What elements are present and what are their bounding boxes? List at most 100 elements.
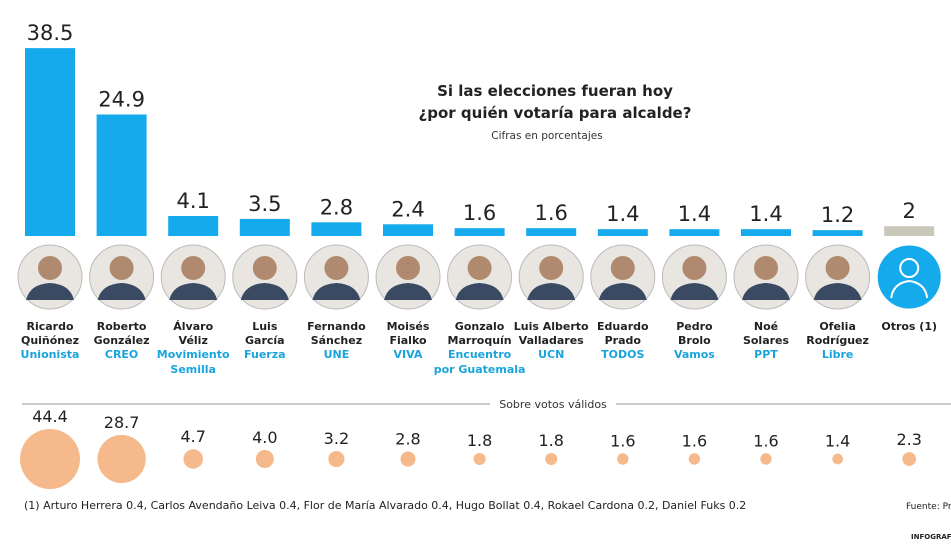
candidate-photo-face [539,256,564,280]
candidate-first-name: Noé [754,320,778,333]
party-label: Encuentro [448,348,512,361]
valid-votes-label: 1.8 [538,431,563,450]
valid-votes-label: 2.8 [395,429,420,448]
candidate-photo-body [455,283,504,300]
bar-value-label: 1.4 [606,202,639,226]
candidate-last-name: Prado [605,334,642,347]
candidate-last-name: Quiñónez [21,334,79,347]
bar [812,230,863,236]
bar [454,228,505,236]
candidate-first-name: Moisés [387,320,430,333]
valid-votes-bubble [328,450,345,468]
candidate-first-name: Luis Alberto [514,320,589,333]
valid-votes-label: 1.6 [753,431,778,450]
bar [311,222,362,236]
candidate-photo-face [109,256,134,280]
party-label: Fuerza [244,348,286,361]
party-label: Vamos [674,348,715,361]
party-label: Movimiento [157,348,230,361]
bar [25,48,75,237]
valid-votes-bubble [688,453,701,465]
bar-value-label: 1.2 [821,203,854,227]
bar-value-label: 1.4 [749,202,782,226]
candidate-photo-body [598,283,647,300]
person-icon-body [890,279,929,299]
bar [168,215,219,236]
valid-votes-label: 4.7 [180,427,205,446]
candidate-last-name: García [245,334,285,347]
chart-title-line-2: ¿por quién votaría para alcalde? [419,104,692,122]
valid-votes-bubble [832,453,843,465]
party-label: Unionista [21,348,80,361]
candidate-last-name: Marroquín [448,334,512,347]
candidate-photo-face [38,256,62,280]
valid-votes-bubble [20,429,80,489]
party-label: Semilla [170,363,216,376]
bar-value-label: 24.9 [98,87,145,111]
candidate-last-name: Sánchez [311,334,362,347]
candidate-photo-face [324,256,349,280]
party-label: UNE [324,348,350,361]
bar-value-label: 4.1 [176,189,209,213]
valid-votes-bubble [400,451,416,467]
valid-votes-label: 44.4 [32,407,68,426]
candidate-photo-body [742,283,790,300]
candidate-last-name: Fialko [389,334,426,347]
valid-votes-bubble [760,453,772,465]
bar-value-label: 3.5 [248,192,281,216]
valid-votes-bubble [617,453,629,465]
candidate-photo-face [682,256,707,280]
bar [597,229,648,236]
valid-votes-label: 3.2 [324,429,349,448]
party-label: TODOS [601,348,644,361]
candidate-last-name: Valladares [519,334,584,347]
candidate-first-name: Eduardo [597,320,649,333]
bar-value-label: 38.5 [27,21,74,45]
bar [669,229,720,236]
party-label: PPT [754,348,778,361]
bar [741,229,791,236]
valid-votes-label: 4.0 [252,428,277,447]
valid-votes-label: 1.6 [682,431,707,450]
candidate-last-name: Solares [743,334,790,347]
candidate-first-name: Álvaro [173,320,213,333]
candidate-photo-face [252,256,277,280]
person-icon-head [899,258,920,278]
bar [239,218,290,236]
party-label: VIVA [394,348,423,361]
candidate-last-name: González [94,334,150,347]
valid-votes-label: 1.4 [825,432,850,451]
candidate-photo-face [181,256,206,280]
candidate-photo-face [396,256,420,280]
candidate-photo-face [825,256,850,280]
candidate-photo-face [467,256,492,280]
party-label: Libre [822,348,854,361]
bar-value-label: 1.4 [678,202,711,226]
bar-value-label: 1.6 [534,201,567,225]
candidate-photo-body [312,283,361,300]
valid-votes-label: 28.7 [104,413,140,432]
bar-value-label: 2.4 [391,197,424,221]
bar [383,224,433,236]
party-label: UCN [538,348,564,361]
candidate-photo-body [813,283,862,300]
bar [884,226,935,236]
candidate-last-name: Véliz [179,334,208,347]
candidate-first-name: Fernando [307,320,366,333]
candidate-last-name: Brolo [678,334,711,347]
source: Fuente: Pr [906,502,951,512]
candidate-photo-body [670,283,719,300]
candidate-first-name: Otros (1) [881,320,937,333]
candidate-first-name: Ricardo [26,320,73,333]
chart-title-line-1: Si las elecciones fueran hoy [437,82,673,100]
valid-votes-bubble [902,452,917,466]
candidate-photo-body [26,283,74,300]
bar [526,228,577,236]
valid-votes-bubble [97,434,146,484]
bar [96,114,147,236]
candidate-first-name: Gonzalo [455,320,505,333]
valid-votes-label: 1.8 [467,431,492,450]
candidate-first-name: Roberto [97,320,147,333]
valid-votes-bubble [473,452,486,466]
